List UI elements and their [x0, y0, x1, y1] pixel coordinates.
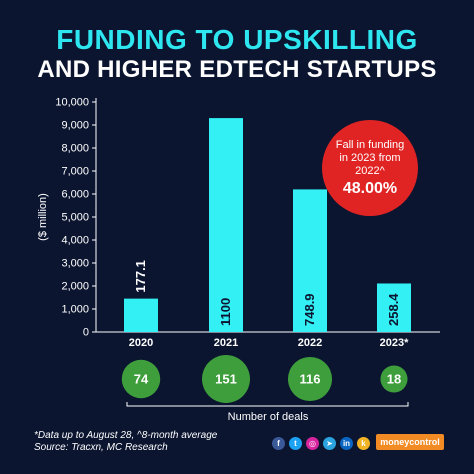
bar [293, 189, 327, 332]
y-tick-label: 6,000 [61, 189, 89, 201]
koo-icon: k [357, 436, 370, 450]
chart-title: FUNDING TO UPSKILLING [56, 24, 418, 55]
deal-count-label: 151 [215, 372, 237, 387]
deals-axis-label: Number of deals [228, 411, 309, 423]
instagram-icon: ◎ [306, 436, 319, 450]
twitter-icon: t [289, 436, 302, 450]
chart-subtitle: AND HIGHER EDTECH STARTUPS [37, 56, 437, 83]
moneycontrol-logo: moneycontrol [376, 434, 444, 450]
x-tick-label: 2022 [298, 337, 322, 349]
callout-value: 48.00% [342, 179, 398, 197]
x-tick-label: 2023* [380, 337, 409, 349]
social-icons: f t ◎ ➤ in k [272, 436, 370, 450]
deal-count-label: 116 [300, 372, 321, 387]
x-tick-label: 2020 [129, 337, 153, 349]
deal-circle [121, 359, 161, 399]
y-tick-label: 4,000 [61, 235, 89, 247]
bar-value-label: 258.4 [386, 293, 401, 326]
facebook-icon: f [272, 436, 285, 450]
telegram-icon: ➤ [323, 436, 336, 450]
linkedin-icon: in [340, 436, 353, 450]
deals-bracket [126, 402, 409, 407]
bar-value-label: 177.1 [133, 260, 148, 293]
deal-circle [287, 356, 333, 402]
deal-count-label: 74 [134, 372, 149, 387]
y-tick-label: 10,000 [55, 97, 89, 109]
bar-value-label: 748.9 [302, 293, 317, 326]
funding-drop-callout: Fall in funding in 2023 from 2022^ 48.00… [322, 120, 418, 216]
footnote-line-1: *Data up to August 28, ^8-month average [34, 430, 218, 441]
y-tick-label: 5,000 [61, 212, 89, 224]
deal-circle [202, 355, 250, 403]
footnote-line-2: Source: Tracxn, MC Research [34, 442, 168, 453]
bar [124, 298, 158, 332]
y-tick-label: 7,000 [61, 166, 89, 178]
footnote: *Data up to August 28, ^8-month average … [34, 430, 217, 454]
y-tick-label: 8,000 [61, 143, 89, 155]
y-tick-label: 3,000 [61, 258, 89, 270]
bar [377, 283, 411, 332]
y-tick-label: 1,000 [61, 304, 89, 316]
y-tick-label: 2,000 [61, 281, 89, 293]
bar [209, 118, 243, 332]
y-axis-label: ($ million) [37, 193, 49, 241]
bar-value-label: 1100 [218, 298, 233, 326]
deal-circle [380, 365, 408, 393]
deal-count-label: 18 [387, 372, 401, 387]
callout-text: Fall in funding in 2023 from 2022^ [335, 138, 405, 177]
y-tick-label: 9,000 [61, 120, 89, 132]
x-tick-label: 2021 [214, 337, 238, 349]
y-tick-label: 0 [83, 327, 89, 339]
